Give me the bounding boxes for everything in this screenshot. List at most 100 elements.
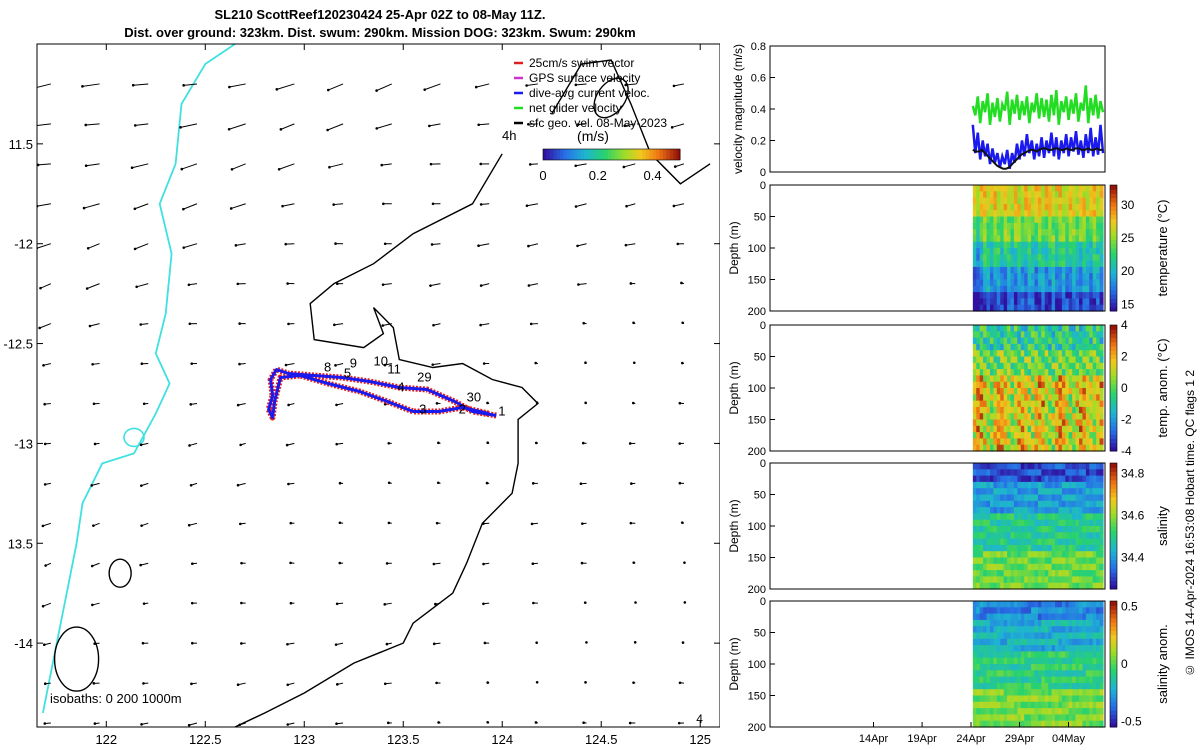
geo-velocity-arrow: [382, 323, 392, 327]
temp_anom-cell: [1061, 381, 1066, 389]
geo-velocity-arrow-head: [240, 601, 243, 605]
geo-velocity-arrow-head: [84, 123, 88, 127]
geo-velocity-arrow-head: [479, 323, 482, 327]
sal_anom-cell: [1099, 682, 1104, 690]
temp_anom-cell: [1048, 325, 1053, 332]
temp_anom-cell: [972, 406, 977, 414]
salinity-cell: [972, 557, 977, 565]
temperature-cbar-segment: [1110, 252, 1117, 257]
geo-velocity-arrow-head: [190, 362, 194, 365]
temperature-cell: [1082, 254, 1087, 262]
temperature-cell: [1065, 203, 1070, 211]
salinity-cell: [972, 475, 977, 483]
sal_anom-cell: [986, 676, 991, 684]
temp_anom-cell: [1044, 337, 1049, 345]
salinity-cell: [1072, 551, 1077, 559]
salinity-cell: [972, 544, 977, 552]
salinity-cell: [1000, 526, 1005, 533]
temp_anom-y-tick-label: 100: [748, 383, 766, 395]
salinity-cell: [1065, 563, 1070, 571]
salinity-cell: [1027, 481, 1032, 489]
sal_anom-cell: [979, 651, 984, 659]
temp_anom-cell: [1013, 444, 1018, 452]
geo-velocity-arrow-head: [479, 162, 483, 166]
temp_anom-cell: [1037, 388, 1042, 395]
salinity-cell: [1041, 507, 1046, 514]
temp_anom-cell: [1007, 406, 1012, 414]
salinity-cell: [1051, 532, 1056, 540]
sal_anom-cell: [1003, 651, 1008, 659]
temp_anom-cell: [1007, 356, 1012, 364]
salinity-cell: [1034, 500, 1039, 508]
temp_anom-y-tick-label: 150: [748, 415, 766, 427]
sal_anom-cbar-segment: [1110, 714, 1117, 720]
temperature-cell: [1003, 260, 1008, 268]
y-tick-label: 11.5: [9, 137, 33, 152]
temp_anom-cell: [1099, 413, 1104, 421]
sal_anom-cell: [1034, 689, 1039, 697]
temperature-cell: [986, 266, 991, 274]
sal_anom-cell: [1075, 601, 1080, 608]
temperature-cell: [986, 222, 991, 230]
temp_anom-cell: [972, 375, 977, 383]
temperature-cell: [1027, 235, 1032, 243]
temperature-cell: [1082, 235, 1087, 243]
salinity-cbar-segment: [1110, 475, 1117, 481]
sal_anom-cell: [1000, 689, 1005, 697]
geo-velocity-arrow-head: [228, 85, 231, 89]
temp_anom-cell: [1020, 375, 1025, 383]
salinity-cell: [1020, 488, 1025, 496]
salinity-cell: [986, 526, 991, 533]
salinity-cell: [1082, 475, 1087, 483]
sal_anom-cell: [1085, 632, 1090, 640]
temp_anom-cell: [1017, 350, 1022, 358]
temperature-cell: [1082, 216, 1087, 224]
temperature-cell: [1082, 222, 1087, 230]
temperature-cell: [1099, 273, 1104, 281]
temperature-cell: [1013, 279, 1018, 287]
salinity-cell: [996, 481, 1001, 489]
sal_anom-cbar-segment: [1110, 634, 1117, 640]
temperature-cell: [986, 191, 991, 199]
temp_anom-cell: [1082, 337, 1087, 345]
salinity-cell: [976, 544, 981, 552]
temp_anom-cell: [1031, 406, 1036, 414]
salinity-cell: [996, 507, 1001, 514]
salinity-cell: [1034, 507, 1039, 514]
temperature-cell: [1010, 248, 1015, 255]
salinity-cell: [1055, 570, 1060, 577]
sal_anom-cell: [1048, 682, 1053, 690]
temp_anom-cell: [1099, 400, 1104, 408]
temperature-cell: [1007, 279, 1012, 287]
temperature-cell: [1007, 298, 1012, 306]
geo-velocity-arrow-head: [432, 323, 435, 327]
salinity-cell: [979, 582, 984, 590]
geo-velocity-arrow-head: [179, 126, 182, 129]
salinity-cell: [1017, 526, 1022, 533]
temp_anom-cell: [1099, 419, 1104, 427]
salinity-cbar-segment: [1110, 559, 1117, 565]
temp_anom-cell: [1096, 438, 1101, 446]
sal_anom-cell: [1061, 607, 1066, 615]
temperature-cell: [1085, 229, 1090, 236]
sal_anom-cell: [1099, 601, 1104, 608]
sal_anom-cell: [1061, 670, 1066, 678]
temp_anom-cbar-segment: [1110, 379, 1117, 385]
sal_anom-cell: [1044, 619, 1049, 627]
sal_anom-cell: [1024, 619, 1029, 627]
temp_anom-cell: [1082, 375, 1087, 383]
temp_anom-cell: [1068, 406, 1073, 414]
sal_anom-cell: [979, 670, 984, 678]
temperature-cell: [989, 254, 994, 262]
salinity-cell: [1085, 544, 1090, 552]
sal_anom-cell: [1092, 701, 1097, 709]
sal_anom-cell: [1068, 676, 1073, 684]
salinity-cell: [1055, 538, 1060, 546]
salinity-cell: [1027, 500, 1032, 508]
salinity-cell: [1055, 475, 1060, 483]
geo-velocity-arrow: [429, 123, 441, 127]
temperature-cell: [1092, 254, 1097, 262]
salinity-cell: [1013, 582, 1018, 590]
temperature-cell: [1024, 210, 1029, 218]
